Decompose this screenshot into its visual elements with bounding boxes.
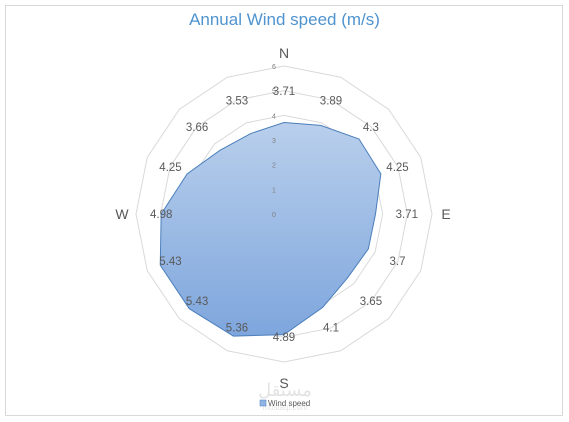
data-label: 3.71 [273,86,295,98]
data-label: 4.3 [363,122,379,134]
compass-east: E [441,206,450,222]
data-label: 3.7 [390,256,406,268]
watermark: مستقل mostaql.com [258,380,312,412]
tick-label: 4 [272,113,276,120]
data-label: 4.98 [150,209,172,221]
tick-label: 3 [272,138,276,145]
watermark-subtext: mostaql.com [262,403,308,412]
tick-label: 2 [272,163,276,170]
compass-west: W [115,206,129,222]
data-label: 5.43 [159,256,181,268]
watermark-text: مستقل [258,380,312,401]
data-label: 4.25 [159,162,181,174]
value-labels: 3.71 3.89 4.3 4.25 3.71 3.7 3.65 4.1 4.89 5.36 5.4… [150,86,418,344]
tick-label: 1 [272,187,276,194]
data-label: 5.36 [226,323,248,335]
tick-label: 0 [272,212,276,219]
compass-north: N [279,45,289,61]
data-label: 3.65 [360,296,382,308]
data-label: 3.66 [186,122,208,134]
data-label: 5.43 [186,296,208,308]
series-layer [159,121,382,337]
grid-ring-5 [160,90,408,338]
data-label: 4.89 [273,332,295,344]
tick-label: 5 [272,89,276,96]
chart-title: Annual Wind speed (m/s) [189,10,380,29]
grid-ring-6 [135,65,433,363]
data-label: 3.89 [320,96,342,108]
compass-south: S [279,375,288,391]
data-label: 4.1 [323,323,339,335]
tick-label: 6 [272,64,276,71]
data-label: 3.71 [396,209,418,221]
legend-label: Wind speed [268,399,310,408]
legend: Wind speed [259,399,310,408]
radial-tick-labels: 0 1 2 3 4 5 6 [272,64,276,219]
data-label: 4.25 [386,162,408,174]
series-area-wind-speed [159,121,382,337]
legend-swatch [259,399,267,407]
data-label: 3.53 [226,96,248,108]
